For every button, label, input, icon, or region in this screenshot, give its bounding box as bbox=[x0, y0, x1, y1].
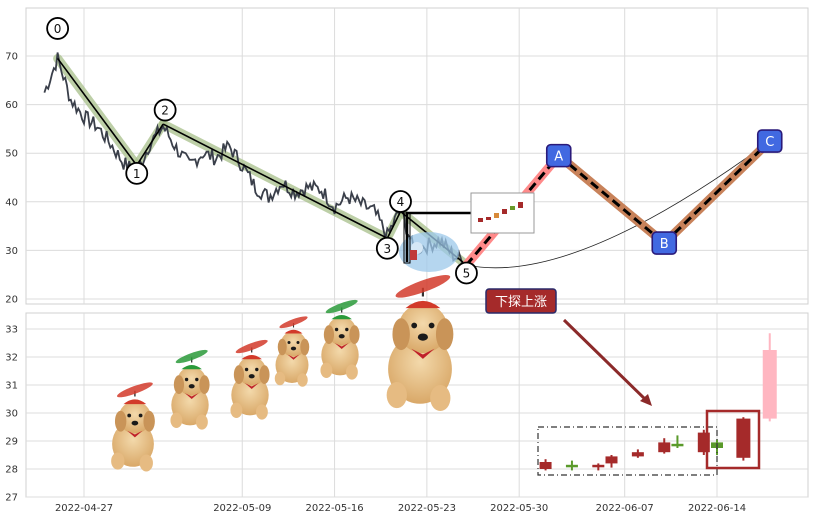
dog-image bbox=[386, 275, 454, 412]
price-y-ticks: 20 30 40 50 60 70 bbox=[5, 52, 18, 306]
x-tick-label: 2022-06-07 bbox=[596, 503, 654, 514]
wave-segment bbox=[56, 57, 138, 166]
dog-image bbox=[230, 339, 270, 420]
wave-label: 3 bbox=[383, 242, 391, 256]
price-line bbox=[43, 52, 468, 268]
forecast-y-ticks: 27 28 29 30 31 32 33 bbox=[5, 325, 18, 504]
wave-label: 2 bbox=[161, 104, 169, 118]
candle-body bbox=[736, 418, 751, 458]
wave-marker bbox=[375, 236, 399, 260]
bottom-arc bbox=[466, 140, 770, 269]
projection-label: A bbox=[554, 150, 563, 165]
projection-marker bbox=[545, 143, 572, 168]
projection-markers: A B C bbox=[545, 129, 783, 255]
wave-marker bbox=[153, 98, 177, 122]
y-tick-label: 30 bbox=[5, 246, 18, 257]
projection-label: C bbox=[765, 135, 774, 150]
candle-thumbnail bbox=[470, 192, 535, 234]
y-tick-label: 30 bbox=[5, 409, 18, 420]
annotation-badge: 下探上涨 bbox=[485, 288, 557, 314]
candle-body bbox=[539, 462, 552, 469]
y-tick-label: 60 bbox=[5, 100, 18, 111]
wave-marker bbox=[125, 161, 149, 185]
y-tick-label: 32 bbox=[5, 353, 18, 364]
wave-marker bbox=[455, 261, 478, 285]
x-axis-ticks: 2022-04-27 2022-05-09 2022-05-16 2022-05-23… bbox=[55, 503, 746, 514]
x-tick-label: 2022-06-14 bbox=[688, 503, 746, 514]
y-tick-label: 40 bbox=[5, 197, 18, 208]
wave-markers: 0 1 2 3 4 5 bbox=[46, 17, 478, 285]
candle-body bbox=[762, 350, 777, 419]
projection-segment bbox=[557, 154, 666, 245]
arrow-head bbox=[640, 394, 652, 406]
wave-segment bbox=[136, 123, 164, 166]
x-tick-label: 2022-04-27 bbox=[55, 503, 113, 514]
annotation-label: 下探上涨 bbox=[495, 295, 547, 310]
dog-image bbox=[111, 382, 155, 472]
y-tick-label: 28 bbox=[5, 465, 18, 476]
flying-dog-images bbox=[111, 275, 454, 472]
y-tick-label: 70 bbox=[5, 52, 18, 63]
wave-marker bbox=[46, 17, 70, 40]
y-tick-label: 27 bbox=[5, 493, 18, 504]
wave-segment bbox=[162, 123, 388, 239]
eye-icon bbox=[399, 232, 459, 272]
x-tick-label: 2022-05-23 bbox=[398, 503, 456, 514]
candle-body bbox=[658, 442, 671, 453]
candle-body bbox=[592, 464, 605, 468]
x-tick-label: 2022-05-16 bbox=[306, 503, 364, 514]
wave-label: 4 bbox=[397, 195, 405, 209]
wave-label: 5 bbox=[463, 266, 471, 280]
breakout-box bbox=[705, 409, 761, 470]
y-tick-label: 29 bbox=[5, 437, 18, 448]
bottom-bracket bbox=[403, 211, 471, 264]
x-tick-label: 2022-05-30 bbox=[490, 503, 548, 514]
annotation-arrow bbox=[562, 318, 650, 404]
dog-image bbox=[170, 349, 210, 430]
y-tick-label: 33 bbox=[5, 325, 18, 336]
dog-image bbox=[274, 316, 310, 387]
candle-body bbox=[671, 443, 684, 447]
candle-body bbox=[565, 464, 578, 468]
projection-marker bbox=[651, 231, 678, 255]
dog-image bbox=[320, 299, 360, 380]
projection-label: B bbox=[660, 237, 669, 252]
y-tick-label: 50 bbox=[5, 149, 18, 160]
wave-segment bbox=[386, 211, 402, 239]
y-tick-label: 20 bbox=[5, 295, 18, 306]
projection-marker bbox=[756, 129, 783, 153]
candle-body bbox=[605, 456, 618, 464]
candle-body bbox=[631, 452, 644, 457]
x-tick-label: 2022-05-09 bbox=[213, 503, 271, 514]
wave-label: 1 bbox=[133, 167, 141, 181]
wave-marker bbox=[389, 190, 412, 213]
consolidation-box bbox=[537, 426, 718, 476]
wave-label: 0 bbox=[54, 22, 62, 36]
y-tick-label: 31 bbox=[5, 381, 18, 392]
projection-segment bbox=[663, 139, 771, 245]
